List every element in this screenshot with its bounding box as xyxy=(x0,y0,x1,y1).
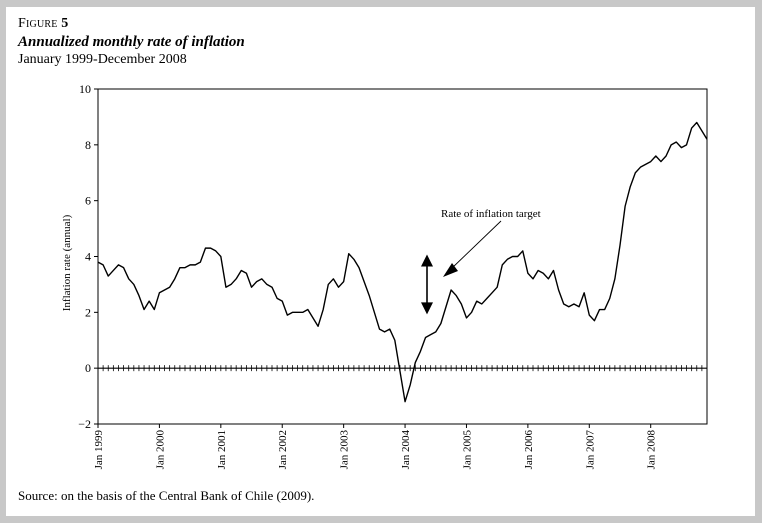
y-tick-label: 0 xyxy=(85,361,91,375)
target-range-arrow-up xyxy=(421,254,433,267)
figure-label-word: Figure xyxy=(18,16,58,31)
x-tick-label: Jan 2000 xyxy=(154,430,166,470)
figure-title: Annualized monthly rate of inflation xyxy=(18,34,245,50)
plot-area-border xyxy=(97,88,708,425)
series-line-inflation xyxy=(97,121,708,403)
x-tick-label: Jan 1999 xyxy=(93,430,105,470)
y-tick-label: 10 xyxy=(79,82,91,96)
x-axis: Jan 1999 Jan 2000 Jan 2001 Jan 2002 Jan 2003… xyxy=(93,424,658,469)
x-tick-label: Jan 2004 xyxy=(400,430,412,470)
zero-axis xyxy=(97,365,708,372)
y-tick-label: 2 xyxy=(85,305,91,319)
inflation-target-annotation: Rate of inflation target xyxy=(421,208,541,315)
x-tick-label: Jan 2003 xyxy=(339,430,351,470)
figure-frame: Figure 5 Annualized monthly rate of infl… xyxy=(6,7,755,516)
annotation-pointer-line xyxy=(450,220,502,270)
figure-label-number: 5 xyxy=(61,16,69,31)
x-tick-label: Jan 2002 xyxy=(277,430,289,469)
line-chart: −2 0 2 4 6 8 10 Inflation rate (annual) Jan 19… xyxy=(61,82,708,469)
x-tick-label: Jan 2001 xyxy=(216,430,228,469)
annotation-pointer-arrowhead xyxy=(443,263,458,277)
x-tick-label: Jan 2006 xyxy=(523,430,535,470)
y-tick-label: 6 xyxy=(85,194,91,208)
annotation-label: Rate of inflation target xyxy=(441,208,541,220)
y-axis: −2 0 2 4 6 8 10 xyxy=(78,82,98,431)
figure-subtitle: January 1999-December 2008 xyxy=(18,52,187,67)
y-tick-label: 8 xyxy=(85,138,91,152)
y-axis-label: Inflation rate (annual) xyxy=(61,214,73,311)
figure-label: Figure 5 xyxy=(18,16,68,32)
y-tick-label: 4 xyxy=(85,250,91,264)
x-tick-label: Jan 2007 xyxy=(584,430,596,470)
figure-source-note: Source: on the basis of the Central Bank… xyxy=(18,488,315,503)
x-tick-label: Jan 2005 xyxy=(461,430,473,470)
target-range-arrow-down xyxy=(421,302,433,315)
y-tick-label: −2 xyxy=(78,417,91,431)
x-tick-label: Jan 2008 xyxy=(646,430,658,470)
